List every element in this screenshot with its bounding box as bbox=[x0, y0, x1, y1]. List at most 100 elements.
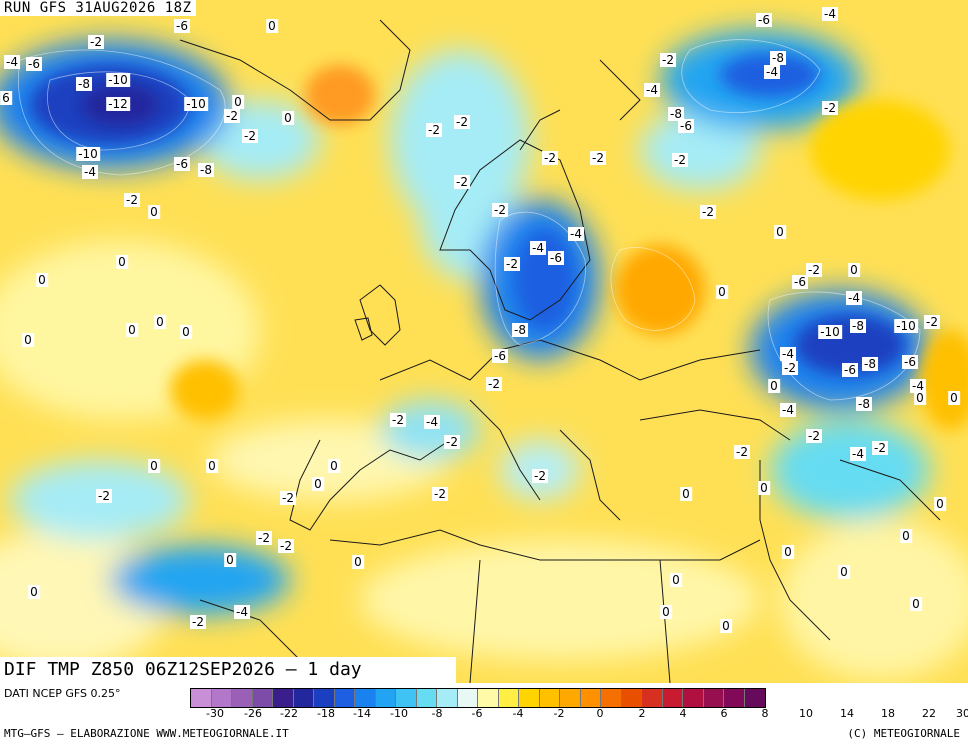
contour-label: 0 bbox=[914, 391, 926, 405]
contour-label: 0 bbox=[148, 205, 160, 219]
contour-label: -6 bbox=[678, 119, 694, 133]
contour-label: -2 bbox=[444, 435, 460, 449]
contour-label: -8 bbox=[862, 357, 878, 371]
scale-tick-label: 30 bbox=[956, 707, 968, 720]
contour-label: 0 bbox=[900, 529, 912, 543]
contour-label: -8 bbox=[76, 77, 92, 91]
contour-label: 0 bbox=[782, 545, 794, 559]
scale-tick-label: 18 bbox=[881, 707, 895, 720]
color-swatch bbox=[478, 689, 499, 707]
contour-label: -6 bbox=[174, 19, 190, 33]
contour-label: -4 bbox=[910, 379, 926, 393]
contour-label: -4 bbox=[82, 165, 98, 179]
contour-label: -10 bbox=[818, 325, 842, 339]
contour-label: 0 bbox=[328, 459, 340, 473]
contour-label: -6 bbox=[26, 57, 42, 71]
scale-tick-label: -30 bbox=[206, 707, 224, 720]
color-swatch bbox=[580, 689, 601, 707]
contour-label: -6 bbox=[174, 157, 190, 171]
contour-label: -10 bbox=[894, 319, 918, 333]
contour-label: -2 bbox=[872, 441, 888, 455]
contour-label: -2 bbox=[542, 151, 558, 165]
color-swatch bbox=[662, 689, 683, 707]
scale-tick-label: 2 bbox=[638, 707, 646, 720]
contour-label: 0 bbox=[282, 111, 294, 125]
color-swatch bbox=[724, 689, 745, 707]
contour-label: -6 bbox=[492, 349, 508, 363]
scale-tick-label: -26 bbox=[244, 707, 262, 720]
color-swatch bbox=[744, 689, 765, 707]
contour-label: 0 bbox=[716, 285, 728, 299]
contour-label: -2 bbox=[88, 35, 104, 49]
scale-tick-label: -6 bbox=[471, 707, 483, 720]
contour-label: -2 bbox=[278, 539, 294, 553]
scale-tick-label: 6 bbox=[720, 707, 728, 720]
contour-label: -4 bbox=[764, 65, 780, 79]
contour-label: -2 bbox=[734, 445, 750, 459]
map-title: DIF TMP Z850 06Z12SEP2026 – 1 day bbox=[0, 657, 456, 683]
contour-label: -2 bbox=[672, 153, 688, 167]
contour-label: -4 bbox=[424, 415, 440, 429]
contour-label: 0 bbox=[224, 553, 236, 567]
contour-label: -8 bbox=[198, 163, 214, 177]
contour-label: 0 bbox=[154, 315, 166, 329]
contour-label: -8 bbox=[770, 51, 786, 65]
contour-label: 0 bbox=[148, 459, 160, 473]
contour-label: -2 bbox=[256, 531, 272, 545]
contour-label: -2 bbox=[124, 193, 140, 207]
contour-label: -2 bbox=[924, 315, 940, 329]
scale-tick-label: -2 bbox=[553, 707, 565, 720]
color-swatch bbox=[396, 689, 417, 707]
contour-label: -2 bbox=[504, 257, 520, 271]
contour-label: -10 bbox=[106, 73, 130, 87]
contour-label: -2 bbox=[426, 123, 442, 137]
contour-label: 0 bbox=[680, 487, 692, 501]
color-swatch bbox=[539, 689, 560, 707]
contour-label: -4 bbox=[780, 403, 796, 417]
contour-label: 0 bbox=[758, 481, 770, 495]
scale-tick-label: -10 bbox=[390, 707, 408, 720]
scale-tick-label: 4 bbox=[679, 707, 687, 720]
color-swatch bbox=[355, 689, 376, 707]
contour-label: -2 bbox=[492, 203, 508, 217]
contour-label: -2 bbox=[590, 151, 606, 165]
contour-label: 0 bbox=[948, 391, 960, 405]
color-swatch bbox=[191, 689, 212, 707]
color-swatch bbox=[703, 689, 724, 707]
contour-label: -4 bbox=[568, 227, 584, 241]
contour-label: 0 bbox=[660, 605, 672, 619]
contour-label: -6 bbox=[792, 275, 808, 289]
scale-tick-label: -14 bbox=[353, 707, 371, 720]
color-scale bbox=[190, 688, 766, 708]
contour-label: -6 bbox=[548, 251, 564, 265]
contour-label: -4 bbox=[644, 83, 660, 97]
contour-label: -4 bbox=[234, 605, 250, 619]
scale-tick-label: 10 bbox=[799, 707, 813, 720]
data-source: DATI NCEP GFS 0.25° bbox=[4, 687, 121, 700]
contour-label: -2 bbox=[96, 489, 112, 503]
contour-label: 0 bbox=[670, 573, 682, 587]
contour-label: 0 bbox=[206, 459, 218, 473]
contour-label: 0 bbox=[180, 325, 192, 339]
contour-label: -4 bbox=[850, 447, 866, 461]
contour-label: -10 bbox=[76, 147, 100, 161]
color-swatch bbox=[621, 689, 642, 707]
scale-tick-label: 14 bbox=[840, 707, 854, 720]
contour-label: -4 bbox=[780, 347, 796, 361]
contour-label: -2 bbox=[486, 377, 502, 391]
contour-label: 0 bbox=[126, 323, 138, 337]
color-swatch bbox=[375, 689, 396, 707]
scale-tick-label: -18 bbox=[317, 707, 335, 720]
color-swatch bbox=[683, 689, 704, 707]
color-scale-ticks: -30 -26 -22 -18 -14 -10 -8 -6 -4 -2 0 2 4 6 8 10 14 18 22 3… bbox=[190, 707, 968, 723]
color-swatch bbox=[252, 689, 273, 707]
contour-label: -2 bbox=[660, 53, 676, 67]
contour-label: -2 bbox=[454, 115, 470, 129]
color-swatch bbox=[334, 689, 355, 707]
contour-label: -4 bbox=[822, 7, 838, 21]
contour-label: -2 bbox=[224, 109, 240, 123]
contour-label: -2 bbox=[806, 429, 822, 443]
color-swatch bbox=[601, 689, 622, 707]
contour-label: 0 bbox=[352, 555, 364, 569]
run-header: RUN GFS 31AUG2026 18Z bbox=[0, 0, 196, 16]
